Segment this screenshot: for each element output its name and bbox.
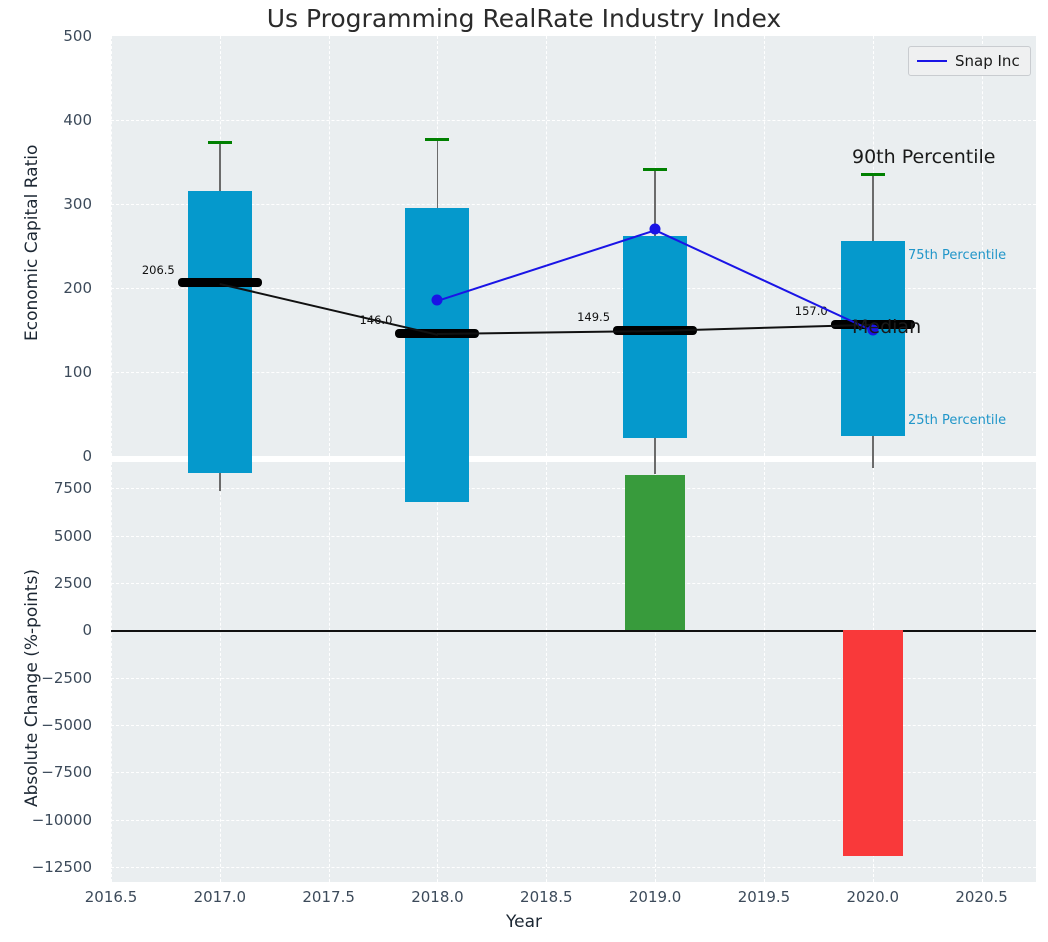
grid-line-vertical	[546, 36, 548, 456]
change-bar-positive	[625, 475, 686, 631]
median-bar	[395, 328, 480, 338]
x-tick-label: 2017.0	[193, 888, 247, 906]
grid-line-horizontal	[111, 819, 1036, 821]
grid-line-vertical	[437, 462, 439, 882]
grid-line-horizontal	[111, 372, 1036, 373]
y-tick-label-bottom: −10000	[31, 810, 92, 829]
box-plot-box	[840, 240, 905, 436]
y-tick-label-bottom: 5000	[53, 526, 92, 545]
box-plot-box	[187, 191, 252, 473]
annotation-75th-percentile: 75th Percentile	[908, 248, 1007, 264]
y-tick-label-top: 300	[63, 195, 92, 213]
grid-line-vertical	[328, 36, 330, 456]
y-axis-label-top: Economic Capital Ratio	[22, 144, 42, 341]
grid-line-horizontal	[111, 677, 1036, 679]
grid-line-vertical	[111, 462, 112, 882]
x-tick-label: 2019.5	[737, 888, 791, 906]
x-tick-label: 2020.0	[846, 888, 900, 906]
x-axis-label: Year	[506, 912, 542, 932]
grid-line-vertical	[763, 36, 765, 456]
company-series-point	[431, 294, 443, 306]
median-bar	[830, 319, 915, 329]
median-value-label: 149.5	[577, 310, 611, 325]
x-tick-label: 2016.5	[84, 888, 138, 906]
grid-line-horizontal	[111, 488, 1036, 490]
annotation-90th-percentile: 90th Percentile	[852, 145, 996, 168]
grid-line-vertical	[763, 462, 765, 882]
zero-axis-line	[111, 630, 1036, 633]
y-tick-label-bottom: 0	[82, 621, 92, 640]
y-tick-label-bottom: −12500	[31, 857, 92, 876]
company-series-point	[649, 223, 661, 235]
percentile-90-cap	[643, 167, 668, 171]
grid-line-horizontal	[111, 456, 1036, 457]
grid-line-horizontal	[111, 204, 1036, 205]
grid-line-vertical	[655, 462, 657, 882]
y-tick-label-top: 500	[63, 27, 92, 45]
x-tick-label: 2018.5	[520, 888, 573, 906]
percentile-90-cap	[425, 138, 450, 142]
grid-line-horizontal	[111, 772, 1036, 774]
y-tick-label-bottom: −7500	[41, 763, 92, 782]
median-bar	[613, 325, 698, 335]
grid-line-horizontal	[111, 583, 1036, 585]
annotation-25th-percentile: 25th Percentile	[908, 412, 1007, 428]
x-tick-label: 2020.5	[955, 888, 1008, 906]
y-tick-label-bottom: 2500	[53, 574, 92, 593]
x-tick-label: 2018.0	[411, 888, 464, 906]
change-bar-negative	[842, 630, 903, 856]
y-tick-label-top: 400	[63, 111, 92, 129]
median-value-label: 206.5	[141, 262, 175, 277]
grid-line-vertical	[219, 462, 221, 882]
y-axis-label-bottom: Absolute Change (%-points)	[22, 569, 42, 807]
grid-line-horizontal	[111, 120, 1036, 121]
median-value-label: 157.0	[794, 304, 828, 319]
percentile-90-cap	[207, 141, 232, 144]
grid-line-vertical	[328, 462, 330, 882]
percentile-90-cap	[860, 172, 885, 176]
x-tick-label: 2017.5	[302, 888, 355, 906]
grid-line-vertical	[981, 36, 983, 456]
chart-title: Us Programming RealRate Industry Index	[266, 4, 782, 33]
box-plot-box	[405, 208, 470, 503]
y-tick-label-top: 0	[82, 447, 92, 465]
legend: Snap Inc	[908, 46, 1031, 76]
median-value-label: 146.0	[359, 313, 393, 328]
y-tick-label-bottom: −5000	[41, 715, 92, 734]
y-tick-label-bottom: −2500	[41, 668, 92, 687]
grid-line-vertical	[981, 462, 983, 882]
y-tick-label-bottom: 7500	[53, 479, 92, 498]
x-tick-label: 2019.0	[628, 888, 682, 906]
grid-line-horizontal	[111, 535, 1036, 537]
grid-line-vertical	[111, 36, 112, 456]
legend-line-icon	[917, 60, 947, 62]
grid-line-horizontal	[111, 866, 1036, 868]
grid-line-horizontal	[111, 724, 1036, 726]
y-tick-label-top: 200	[63, 279, 92, 297]
annotation-median: Median	[852, 316, 922, 339]
y-tick-label-top: 100	[63, 363, 92, 381]
legend-label: Snap Inc	[955, 52, 1020, 70]
grid-line-horizontal	[111, 288, 1036, 289]
median-bar	[177, 278, 262, 288]
grid-line-vertical	[546, 462, 548, 882]
company-series-point	[867, 324, 879, 336]
box-plot-box	[623, 235, 688, 438]
